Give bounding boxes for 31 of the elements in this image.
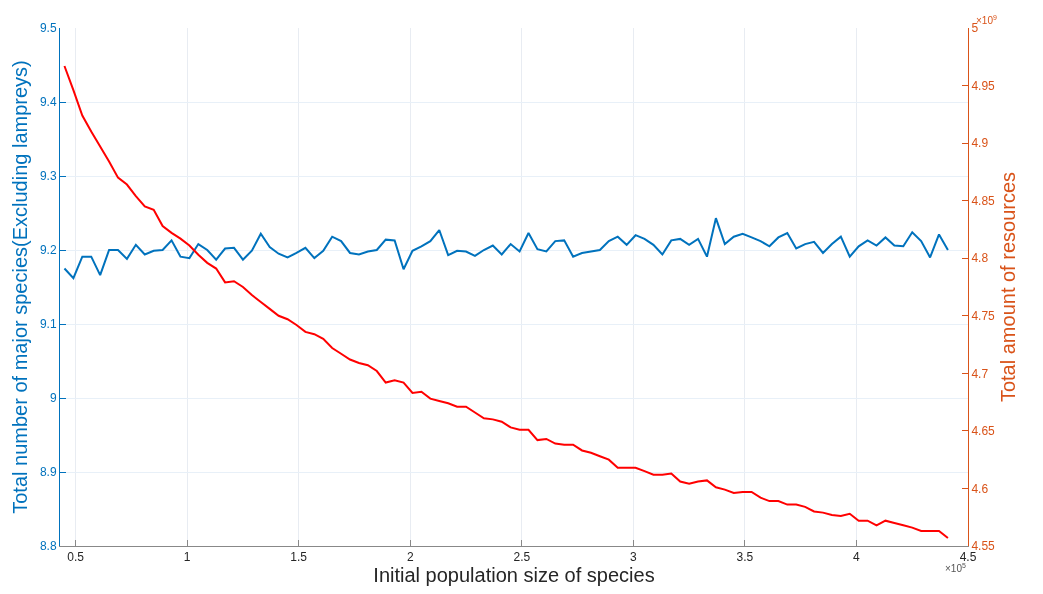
y-axis-title: Total number of major species(Excluding lampreys): [9, 60, 32, 514]
x-tick-label: 2.5: [513, 550, 531, 565]
y2-tick-label: 4.7: [971, 366, 989, 381]
line-series: [63, 64, 949, 539]
y-tick-label: 9.3: [39, 169, 57, 184]
y2-tick-label: 4.9: [971, 136, 989, 151]
y2-axis-title: Total amount of resources: [996, 171, 1019, 403]
y2-tick-label: 4.65: [971, 424, 996, 439]
y2-tick-label: 4.75: [971, 308, 996, 323]
x-tick-label: 4: [853, 550, 861, 565]
text: ×10$^{5}$: [945, 562, 966, 575]
x-tick-label: 1: [183, 550, 191, 565]
y2-tick-label: 4.6: [971, 481, 989, 496]
y-tick-label: 9.5: [39, 21, 57, 36]
y-tick-label: 9.4: [39, 95, 57, 110]
y-tick-label: 9.1: [39, 317, 57, 332]
y-tick-label: 9: [49, 391, 57, 406]
y2-tick-label: 4.85: [971, 193, 996, 208]
text: ×10$^{9}$: [976, 14, 997, 27]
y-tick-label: 8.9: [39, 465, 57, 480]
x-tick-label: 3: [630, 550, 638, 565]
y2-tick-label: 4.8: [971, 251, 989, 266]
x-tick-label: 3.5: [736, 550, 754, 565]
y-tick-label: 9.2: [39, 243, 57, 258]
x-axis-title: Initial population size of species: [373, 564, 655, 587]
x-tick-label: 0.5: [67, 550, 85, 565]
x-tick-label: 2: [406, 550, 414, 565]
y2-tick-label: 4.95: [971, 78, 996, 93]
x-tick-label: 1.5: [290, 550, 308, 565]
line-series: [63, 217, 949, 280]
y-tick-label: 8.8: [39, 539, 57, 554]
